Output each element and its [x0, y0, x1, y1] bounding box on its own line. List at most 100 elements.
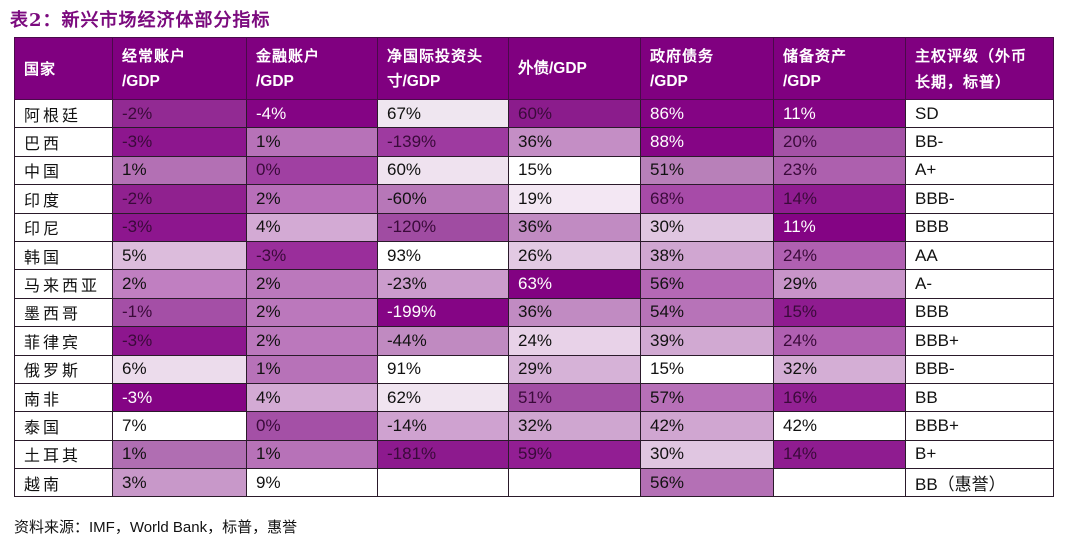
value-cell: 4% — [246, 212, 378, 242]
value-cell: 60% — [377, 155, 509, 186]
value-cell: -199% — [377, 297, 509, 328]
value-cell: 32% — [773, 354, 906, 384]
country-cell: 阿根廷 — [14, 98, 113, 129]
table-row: 土耳其 1% 1% -181% 59% 30% 14% B+ — [14, 439, 1054, 470]
value-cell: BB- — [905, 127, 1054, 157]
value-cell — [377, 468, 509, 498]
value-cell: -14% — [377, 411, 509, 441]
column-header: 净国际投资头 寸/GDP — [377, 37, 509, 100]
value-cell: 93% — [377, 240, 509, 271]
value-cell: -3% — [112, 127, 247, 157]
table-row: 墨西哥 -1% 2% -199% 36% 54% 15% BBB — [14, 297, 1054, 328]
value-cell: 11% — [773, 98, 906, 129]
value-cell: 38% — [640, 240, 774, 271]
value-cell: 56% — [640, 468, 774, 498]
value-cell: -4% — [246, 98, 378, 129]
value-cell: B+ — [905, 439, 1054, 470]
value-cell: 36% — [508, 127, 641, 157]
table-row: 中国 1% 0% 60% 15% 51% 23% A+ — [14, 155, 1054, 186]
value-cell: 1% — [112, 155, 247, 186]
value-cell: 7% — [112, 411, 247, 441]
column-header: 外债/GDP — [508, 37, 641, 100]
country-cell: 菲律宾 — [14, 326, 113, 356]
table-row: 印度 -2% 2% -60% 19% 68% 14% BBB- — [14, 184, 1054, 214]
value-cell: 29% — [773, 269, 906, 299]
value-cell: -2% — [112, 98, 247, 129]
value-cell — [508, 468, 641, 498]
value-cell: -120% — [377, 212, 509, 242]
value-cell: -2% — [112, 184, 247, 214]
value-cell: 29% — [508, 354, 641, 384]
value-cell: -23% — [377, 269, 509, 299]
country-cell: 泰国 — [14, 411, 113, 441]
table-row: 阿根廷 -2% -4% 67% 60% 86% 11% SD — [14, 98, 1054, 129]
value-cell: BBB+ — [905, 411, 1054, 441]
value-cell: 2% — [246, 326, 378, 356]
value-cell: -181% — [377, 439, 509, 470]
value-cell: 14% — [773, 184, 906, 214]
table-row: 南非 -3% 4% 62% 51% 57% 16% BB — [14, 382, 1054, 413]
column-header: 经常账户/GDP — [112, 37, 247, 100]
value-cell: 16% — [773, 382, 906, 413]
value-cell: 30% — [640, 212, 774, 242]
value-cell: 0% — [246, 155, 378, 186]
value-cell: 24% — [773, 326, 906, 356]
country-cell: 越南 — [14, 468, 113, 498]
value-cell: 4% — [246, 382, 378, 413]
country-cell: 土耳其 — [14, 439, 113, 470]
value-cell: 2% — [112, 269, 247, 299]
table-row: 韩国 5% -3% 93% 26% 38% 24% AA — [14, 240, 1054, 271]
value-cell: -3% — [112, 382, 247, 413]
value-cell: 67% — [377, 98, 509, 129]
column-header: 储备资产/GDP — [773, 37, 906, 100]
value-cell: 9% — [246, 468, 378, 498]
value-cell: 0% — [246, 411, 378, 441]
value-cell: BB（惠誉） — [905, 468, 1054, 498]
value-cell: 1% — [246, 439, 378, 470]
value-cell — [773, 468, 906, 498]
indicators-table: 国家 经常账户/GDP 金融账户/GDP 净国际投资头 寸/GDP 外债/GDP 政府债务 /… — [14, 37, 1054, 498]
value-cell: 57% — [640, 382, 774, 413]
country-cell: 南非 — [14, 382, 113, 413]
table-row: 菲律宾 -3% 2% -44% 24% 39% 24% BBB+ — [14, 326, 1054, 356]
value-cell: BBB — [905, 212, 1054, 242]
value-cell: 36% — [508, 297, 641, 328]
value-cell: 11% — [773, 212, 906, 242]
table-row: 巴西 -3% 1% -139% 36% 88% 20% BB- — [14, 127, 1054, 157]
value-cell: 51% — [508, 382, 641, 413]
value-cell: 2% — [246, 184, 378, 214]
value-cell: 3% — [112, 468, 247, 498]
value-cell: -3% — [112, 212, 247, 242]
country-cell: 印度 — [14, 184, 113, 214]
value-cell: 2% — [246, 269, 378, 299]
country-cell: 印尼 — [14, 212, 113, 242]
value-cell: BB — [905, 382, 1054, 413]
value-cell: SD — [905, 98, 1054, 129]
value-cell: 1% — [112, 439, 247, 470]
value-cell: 62% — [377, 382, 509, 413]
value-cell: 42% — [773, 411, 906, 441]
value-cell: BBB+ — [905, 326, 1054, 356]
value-cell: 1% — [246, 127, 378, 157]
value-cell: 56% — [640, 269, 774, 299]
table-body: 阿根廷 -2% -4% 67% 60% 86% 11% SD 巴西 -3% 1% -139% 36% 88… — [14, 98, 1054, 498]
value-cell: 19% — [508, 184, 641, 214]
value-cell: 42% — [640, 411, 774, 441]
value-cell: 91% — [377, 354, 509, 384]
value-cell: BBB- — [905, 354, 1054, 384]
value-cell: 39% — [640, 326, 774, 356]
value-cell: 60% — [508, 98, 641, 129]
value-cell: 86% — [640, 98, 774, 129]
value-cell: 68% — [640, 184, 774, 214]
value-cell: -44% — [377, 326, 509, 356]
source-note: 资料来源：IMF，World Bank，标普，惠誉 — [14, 519, 298, 536]
header-row: 国家 经常账户/GDP 金融账户/GDP 净国际投资头 寸/GDP 外债/GDP 政府债务 /… — [14, 37, 1054, 100]
value-cell: BBB — [905, 297, 1054, 328]
value-cell: 5% — [112, 240, 247, 271]
value-cell: -3% — [246, 240, 378, 271]
table-row: 越南 3% 9% 56% BB（惠誉） — [14, 468, 1054, 498]
value-cell: 15% — [640, 354, 774, 384]
value-cell: BBB- — [905, 184, 1054, 214]
value-cell: 36% — [508, 212, 641, 242]
value-cell: A+ — [905, 155, 1054, 186]
